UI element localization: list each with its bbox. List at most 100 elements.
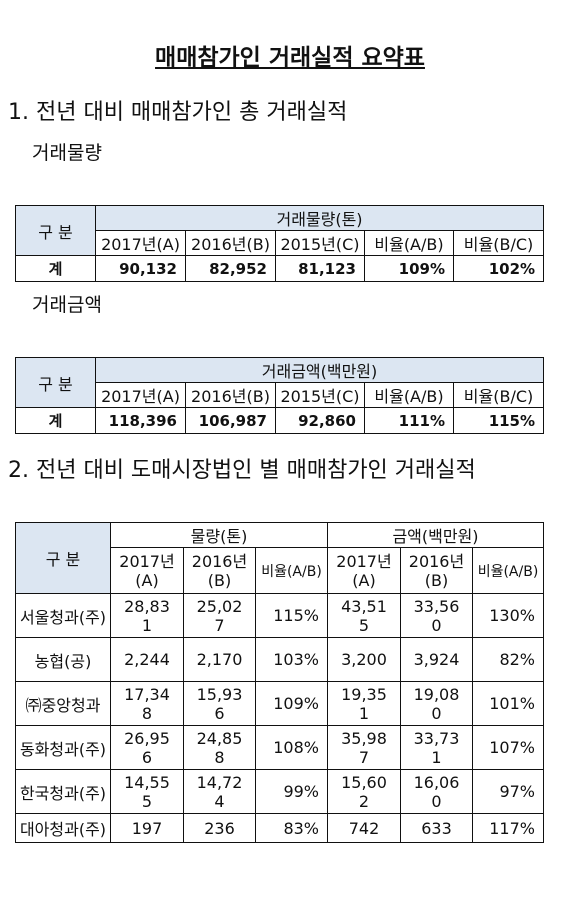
row-label: 서울청과(주) (15, 593, 111, 638)
group-header: 거래금액(백만원) (94, 357, 545, 383)
value-cell-text: 25,027 (196, 596, 243, 635)
row-label: 동화청과(주) (15, 725, 111, 770)
column-header: 2017년(A) (95, 230, 186, 256)
value-cell: 90,132 (95, 255, 186, 282)
value-cell: 108% (255, 725, 328, 770)
value-cell-text: 2,244 (124, 650, 170, 669)
value-cell: 33,560 (400, 593, 473, 638)
header-row: 2017년(A) 2016년(B) 비율(A/B) 2017년(A) 2016년(B) 비… (16, 547, 544, 594)
column-header: 2017년(A) (327, 547, 401, 594)
data-row: 한국청과(주) 14,555 14,724 99% 15,602 16,060 97% (15, 769, 544, 814)
value-cell-text: 33,560 (413, 596, 460, 635)
value-cell-text: 14,555 (124, 772, 170, 811)
amount-table: 구 분 거래금액(백만원) 2017년(A) 2016년(B) 2015년(C) 비율(A… (15, 357, 545, 434)
value-cell: 19,351 (327, 681, 401, 726)
section-heading: 1. 전년 대비 매매참가인 총 거래실적 (8, 100, 348, 125)
value-cell-text: 197 (131, 818, 163, 838)
value-cell: 19,080 (400, 681, 473, 726)
data-row: 서울청과(주) 28,831 25,027 115% 43,515 33,560 130% (15, 593, 544, 638)
value-cell: 3,924 (400, 637, 473, 682)
value-cell-text: 2,170 (196, 650, 243, 669)
value-cell: 43,515 (327, 593, 401, 638)
value-cell-text: 15,936 (196, 684, 243, 723)
value-cell: 82% (472, 637, 544, 682)
value-cell: 742 (327, 813, 401, 843)
column-header: 2016년(B) (183, 547, 256, 594)
value-cell: 115% (452, 407, 545, 434)
column-header: 2016년(B) (185, 382, 276, 408)
value-cell-text: 3,924 (413, 650, 460, 669)
column-header: 2015년(C) (275, 230, 365, 256)
value-cell: 2,170 (183, 637, 256, 682)
value-cell: 15,602 (327, 769, 401, 814)
row-label: ㈜중앙청과 (15, 681, 111, 726)
value-cell: 236 (183, 813, 256, 843)
value-cell-text: 15,602 (341, 772, 387, 811)
value-cell: 197 (110, 813, 184, 843)
value-cell: 14,724 (183, 769, 256, 814)
value-cell-text: 33,731 (413, 728, 460, 767)
column-header: 비율(A/B) (364, 230, 454, 256)
value-cell: 81,123 (275, 255, 365, 282)
subsection-label: 거래물량 (32, 142, 102, 164)
column-header: 비율(A/B) (472, 547, 544, 594)
value-cell: 111% (364, 407, 454, 434)
value-cell-text: 742 (348, 818, 380, 838)
header-row: 구 분 물량(톤) 금액(백만원) (15, 522, 544, 594)
value-cell: 14,555 (110, 769, 184, 814)
value-cell: 118,396 (95, 407, 186, 434)
corner-cell: 구 분 (15, 205, 96, 256)
value-cell-text: 19,080 (413, 684, 460, 723)
value-cell-text: 16,060 (413, 772, 460, 811)
value-cell: 130% (472, 593, 544, 638)
column-header-text: 2017년(A) (336, 551, 392, 590)
value-cell-text: 43,515 (341, 596, 387, 635)
row-label: 한국청과(주) (15, 769, 111, 814)
value-cell-text: 633 (421, 818, 452, 838)
value-cell-text: 236 (204, 818, 235, 838)
value-cell: 99% (255, 769, 328, 814)
value-cell: 35,987 (327, 725, 401, 770)
value-cell-text: 14,724 (196, 772, 243, 811)
value-cell: 3,200 (327, 637, 401, 682)
value-cell: 103% (255, 637, 328, 682)
value-cell: 24,858 (183, 725, 256, 770)
header-row: 2017년(A) 2016년(B) 2015년(C) 비율(A/B) 비율(B/C) (16, 230, 545, 256)
subsection-label: 거래금액 (32, 294, 102, 316)
column-header-text: 2016년(B) (408, 551, 465, 590)
value-cell: 17,348 (110, 681, 184, 726)
data-row: 동화청과(주) 26,956 24,858 108% 35,987 33,731 107% (15, 725, 544, 770)
value-cell-text: 24,858 (196, 728, 243, 767)
value-cell: 115% (255, 593, 328, 638)
column-header: 2017년(A) (95, 382, 186, 408)
value-cell: 92,860 (275, 407, 365, 434)
value-cell: 33,731 (400, 725, 473, 770)
header-row: 2017년(A) 2016년(B) 2015년(C) 비율(A/B) 비율(B/C) (16, 382, 545, 408)
column-header: 비율(B/C) (452, 230, 545, 256)
column-header: 2016년(B) (185, 230, 276, 256)
data-row: 계 90,132 82,952 81,123 109% 102% (15, 255, 545, 282)
value-cell: 633 (400, 813, 473, 843)
value-cell: 102% (452, 255, 545, 282)
row-label: 계 (15, 407, 96, 434)
value-cell: 97% (472, 769, 544, 814)
header-row: 구 분 거래물량(톤) (15, 205, 545, 256)
column-header: 2016년(B) (400, 547, 473, 594)
column-header-text: 2016년(B) (191, 551, 248, 590)
corner-cell: 구 분 (15, 357, 96, 408)
value-cell: 107% (472, 725, 544, 770)
value-cell: 2,244 (110, 637, 184, 682)
value-cell: 26,956 (110, 725, 184, 770)
column-header: 2017년(A) (110, 547, 184, 594)
column-header-text: 2017년(A) (119, 551, 175, 590)
row-label: 농협(공) (15, 637, 111, 682)
group-header: 거래물량(톤) (94, 205, 545, 231)
column-header: 비율(A/B) (364, 382, 454, 408)
value-cell: 82,952 (185, 255, 276, 282)
data-row: 계 118,396 106,987 92,860 111% 115% (15, 407, 545, 434)
value-cell-text: 26,956 (124, 728, 170, 767)
value-cell: 25,027 (183, 593, 256, 638)
volume-table: 구 분 거래물량(톤) 2017년(A) 2016년(B) 2015년(C) 비율(A/B… (15, 205, 545, 282)
value-cell: 106,987 (185, 407, 276, 434)
